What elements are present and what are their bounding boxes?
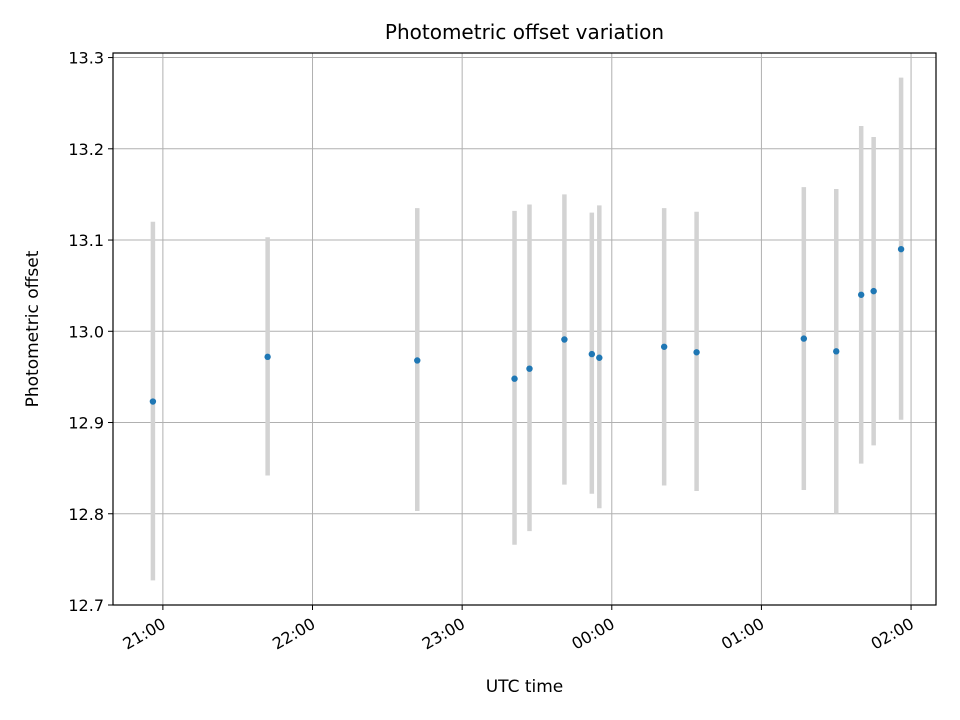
- y-tick-label: 13.2: [68, 140, 104, 159]
- data-point: [857, 291, 865, 298]
- data-point: [511, 375, 518, 382]
- data-point: [596, 354, 603, 361]
- data-point: [526, 365, 533, 372]
- y-tick-label: 12.8: [68, 505, 104, 524]
- data-point: [561, 336, 568, 343]
- data-point: [264, 353, 271, 361]
- data-point: [414, 357, 421, 364]
- x-axis-label: UTC time: [486, 677, 564, 697]
- data-point: [833, 348, 840, 355]
- data-point: [588, 350, 596, 358]
- chart-title: Photometric offset variation: [385, 20, 664, 44]
- y-axis-label: Photometric offset: [23, 250, 43, 407]
- data-point: [149, 398, 157, 405]
- y-tick-label: 12.7: [68, 596, 104, 615]
- y-tick-label: 12.9: [68, 414, 104, 433]
- data-points: [149, 245, 905, 405]
- data-point: [660, 343, 668, 350]
- data-point: [870, 287, 877, 295]
- data-point: [897, 245, 905, 253]
- plot-frame: [112, 52, 937, 606]
- grid-lines: [113, 53, 936, 606]
- data-point: [800, 335, 808, 342]
- plot-area: [113, 53, 936, 605]
- y-axis-ticks: 12.7 12.8 12.9 13.0 13.1 13.2 13.3: [68, 49, 113, 615]
- data-point: [693, 349, 700, 356]
- y-tick-label: 13.3: [68, 49, 104, 68]
- y-tick-label: 13.0: [68, 322, 104, 341]
- y-tick-label: 13.1: [68, 231, 104, 250]
